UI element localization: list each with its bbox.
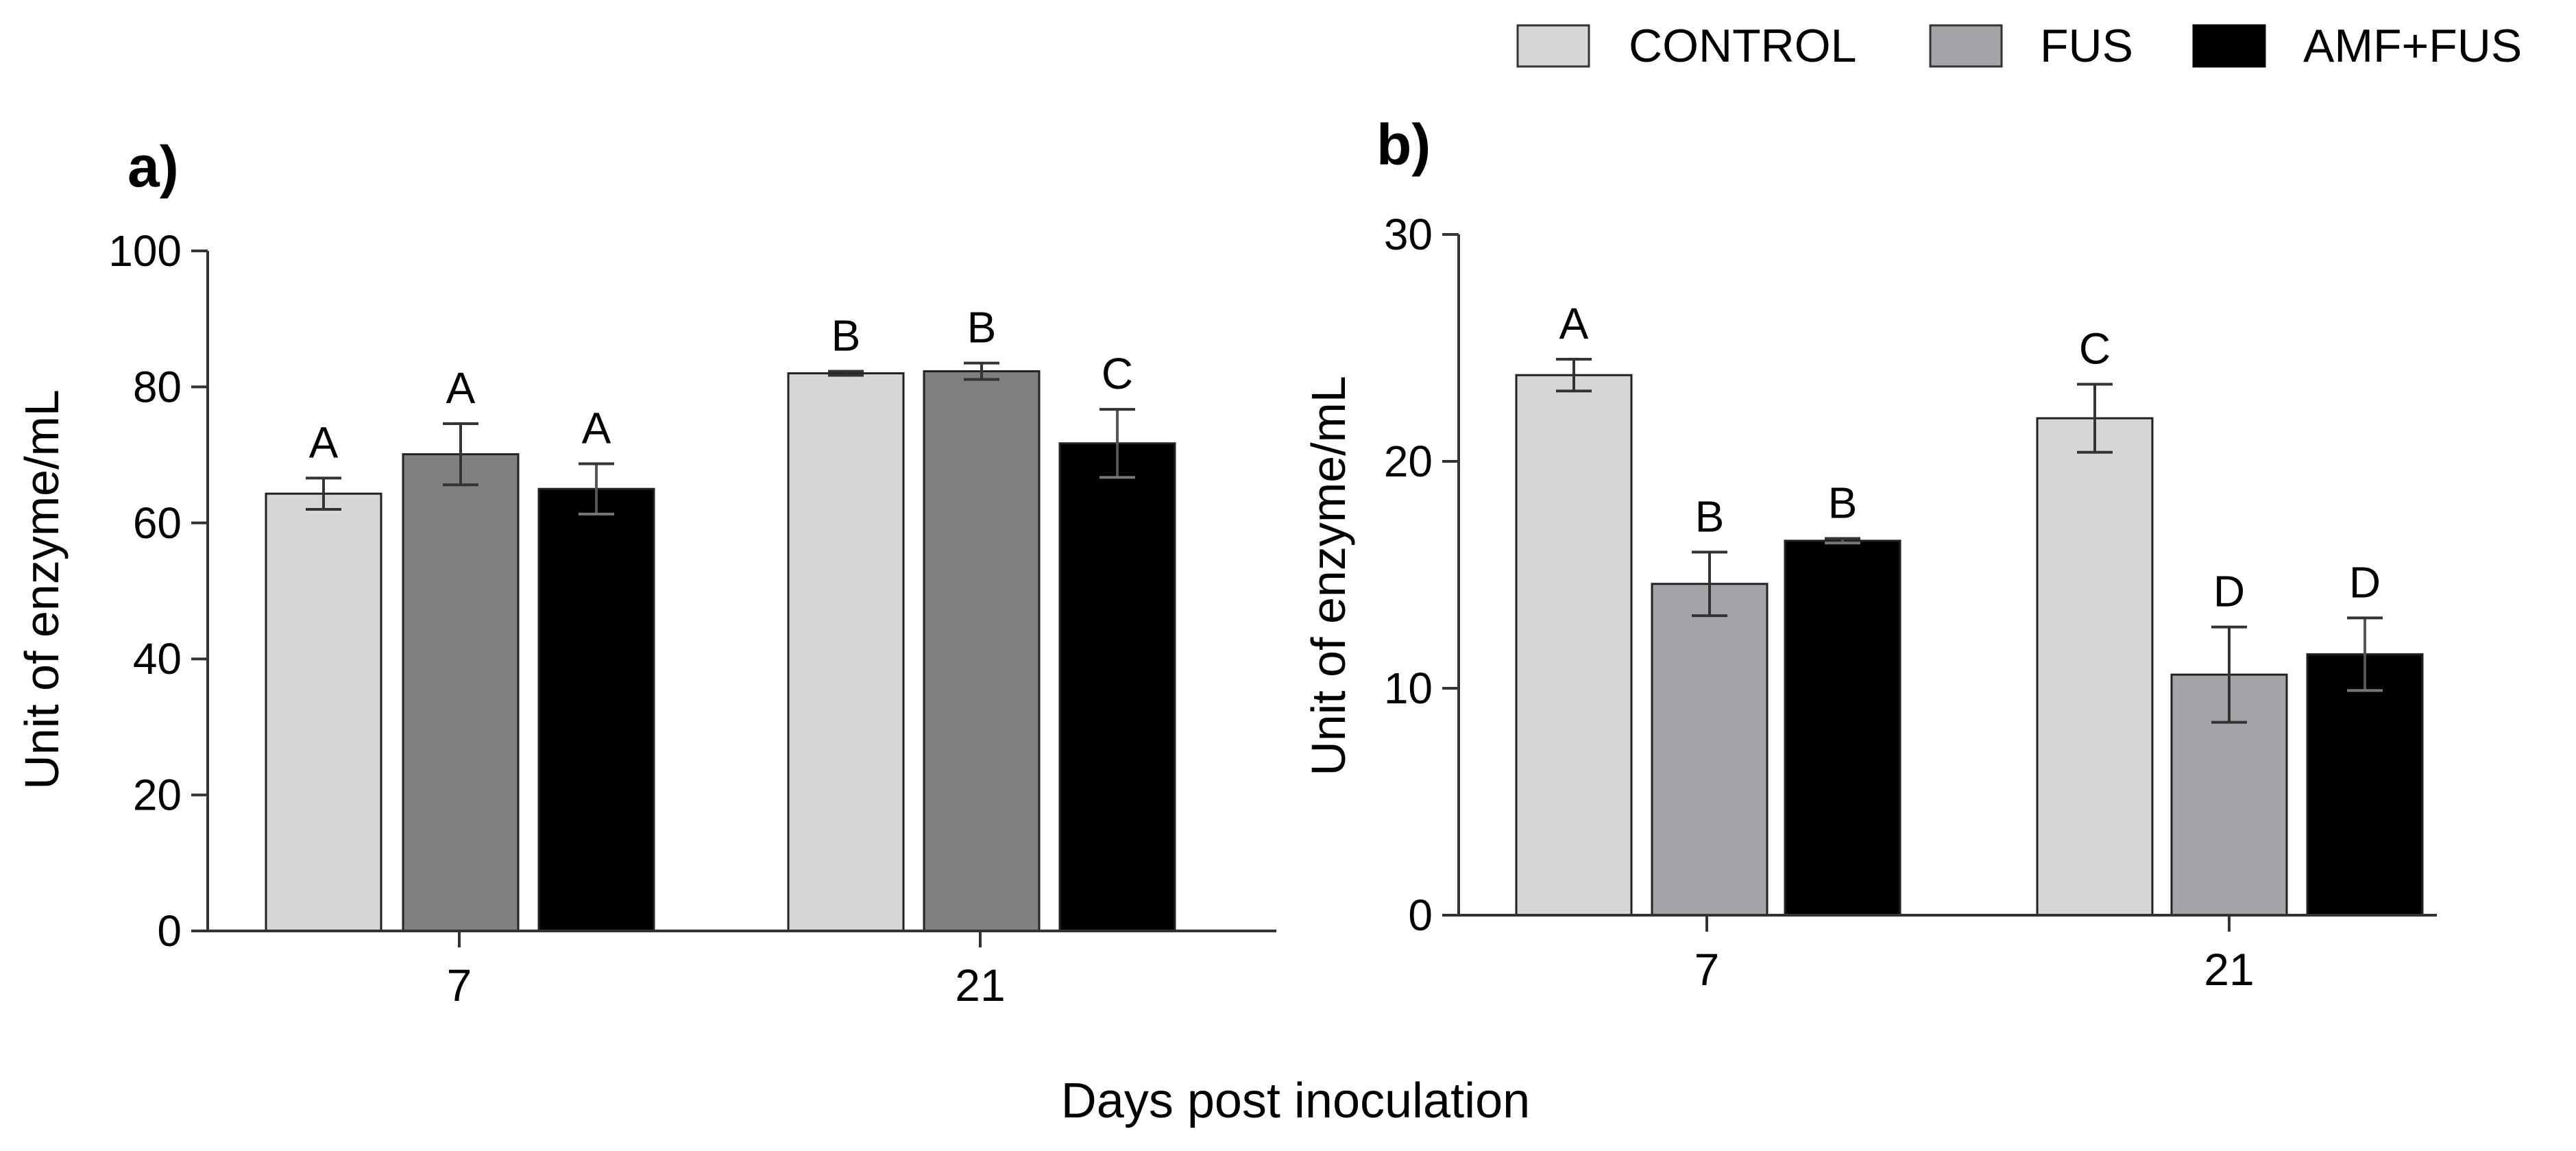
legend-swatch-control: [1516, 24, 1590, 68]
panel-a-significance-letter: B: [967, 303, 997, 352]
panel-a-bar-fus-7: [402, 453, 520, 932]
panel-b-error-bar-0-1: [2077, 383, 2113, 454]
panel-b-bar-control-21: [2036, 417, 2154, 917]
panel-b-error-bar-2-1: [2347, 616, 2383, 692]
panel-b-significance-letter: B: [1828, 478, 1858, 528]
panel-b-significance-letter: D: [2213, 567, 2245, 616]
panel-b-error-bar-0-0: [1556, 358, 1592, 393]
panel-b-ylabel: Unit of enzyme/mL: [1302, 376, 1355, 776]
panel-b-y-tick-label: 20: [1384, 437, 1433, 486]
legend: CONTROL FUS AMF+FUS: [1516, 20, 2522, 72]
panel-a-significance-letter: C: [1102, 349, 1133, 398]
panel-a-y-tick-label: 40: [133, 634, 182, 683]
panel-a-significance-letter: B: [831, 311, 861, 361]
legend-label-control: CONTROL: [1629, 20, 1856, 72]
panel-a-x-tick-label: 21: [955, 960, 1005, 1010]
panel-a-bar-fus-21: [923, 370, 1041, 932]
panel-b-bar-fus-7: [1651, 583, 1769, 917]
shared-x-axis-label: Days post inoculation: [1061, 1074, 1530, 1128]
panel-b-significance-letter: D: [2349, 557, 2381, 607]
panel-b-y-tick-label: 10: [1384, 664, 1433, 713]
panel-a-significance-letter: A: [446, 363, 476, 413]
panel-b-error-bar-1-1: [2211, 625, 2247, 724]
panel-a-error-bar-0-1: [828, 369, 864, 377]
panel-a-bar-control-21: [787, 372, 905, 932]
panel-b-bar-amf-fus-7: [1784, 540, 1901, 917]
legend-label-amf-fus: AMF+FUS: [2303, 20, 2522, 72]
panel-b-x-tick-label: 7: [1694, 944, 1720, 995]
panel-b-error-bar-2-0: [1825, 537, 1860, 545]
panel-b-y-tick-label: 30: [1384, 210, 1433, 259]
panel-a-label: a): [127, 134, 179, 199]
panel-a-error-bar-0-0: [306, 476, 341, 511]
panel-a-bar-amf-fus-7: [537, 487, 655, 932]
panel-a-y-tick-label: 60: [133, 498, 182, 548]
panel-b-label: b): [1376, 112, 1431, 177]
legend-swatch-fus: [1929, 24, 2003, 68]
panel-a-y-tick-label: 20: [133, 771, 182, 820]
panel-b-bar-amf-fus-21: [2306, 653, 2424, 917]
panel-a-y-tick-label: 80: [133, 362, 182, 411]
panel-a-significance-letter: A: [309, 417, 339, 467]
panel-b-significance-letter: C: [2079, 324, 2111, 373]
panel-b-error-bar-1-0: [1692, 550, 1727, 618]
panel-a-y-tick-label: 100: [108, 226, 182, 276]
panel-a-error-bar-1-1: [964, 361, 999, 381]
panel-b-x-tick-label: 21: [2204, 944, 2254, 995]
panel-a-bar-amf-fus-21: [1058, 442, 1176, 932]
panel-a-error-bar-2-0: [579, 462, 614, 516]
panel-b-significance-letter: B: [1695, 492, 1725, 541]
panel-a-error-bar-1-0: [443, 422, 478, 487]
panel-b-bar-control-7: [1515, 374, 1633, 917]
panel-a-bar-control-7: [265, 492, 382, 932]
legend-swatch-amf-fus: [2192, 24, 2266, 68]
panel-a-significance-letter: A: [582, 403, 611, 452]
panel-a-y-tick-label: 0: [157, 906, 182, 956]
panel-b: b) Unit of enzyme/mL A C B D B D 0 10 20 30 7 21: [1302, 112, 2437, 995]
panel-b-y-tick-label: 0: [1408, 890, 1433, 940]
panel-a-x-tick-label: 7: [447, 960, 472, 1010]
panel-a-error-bar-2-1: [1099, 408, 1135, 479]
panel-b-significance-letter: A: [1559, 299, 1589, 348]
legend-label-fus: FUS: [2040, 20, 2133, 72]
panel-a: a) Unit of enzyme/mL A B A B A C 0 20 40 60 80 100…: [15, 134, 1276, 1010]
panel-a-ylabel: Unit of enzyme/mL: [15, 389, 69, 790]
